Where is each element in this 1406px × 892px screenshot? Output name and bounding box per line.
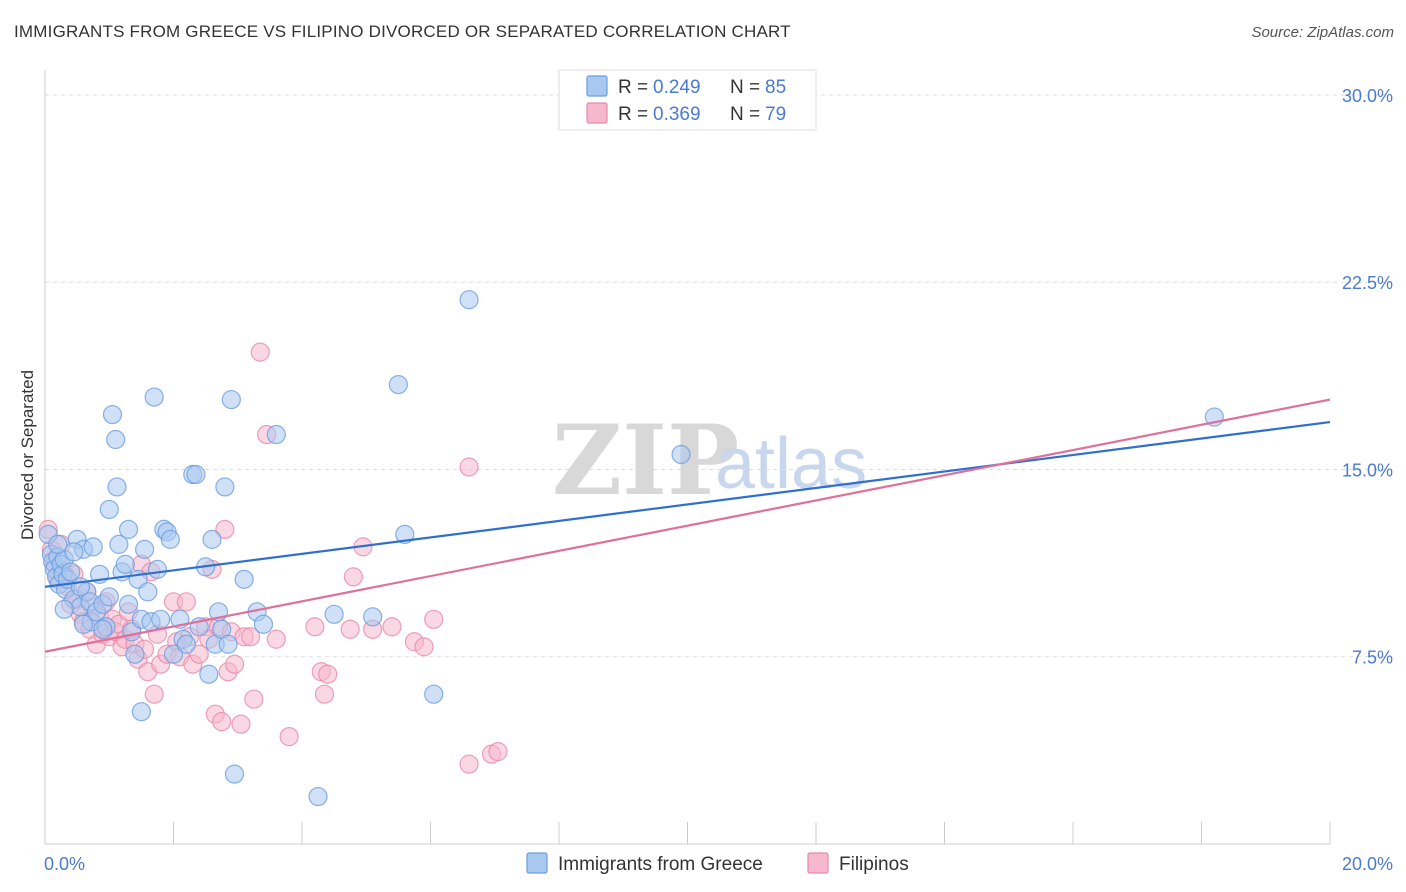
- greece-point: [131, 702, 151, 722]
- greece-point: [125, 644, 145, 664]
- greece-point: [215, 477, 235, 497]
- filipino-point: [224, 654, 245, 674]
- greece-point: [115, 554, 135, 574]
- series-legend-swatch-filipino: [807, 852, 829, 874]
- greece-point: [160, 529, 180, 549]
- x-tick-label-max: 20.0%: [1342, 854, 1393, 874]
- greece-point: [363, 607, 383, 627]
- greece-point: [138, 582, 158, 602]
- y-tick-label: 15.0%: [1342, 460, 1393, 480]
- greece-point: [118, 519, 139, 540]
- greece-point: [48, 534, 68, 554]
- greece-point: [107, 477, 127, 497]
- greece-point: [388, 374, 408, 395]
- filipino-point: [343, 567, 363, 587]
- filipino-trend-line: [44, 398, 1331, 653]
- greece-point: [266, 424, 286, 445]
- filipino-point: [176, 592, 196, 612]
- x-tick-marks: [44, 822, 1331, 844]
- greece-point: [324, 604, 344, 624]
- x-tick-label-min: 0.0%: [44, 854, 85, 874]
- y-tick-label: 30.0%: [1342, 86, 1393, 106]
- legend-n-label-filipino: N =: [730, 104, 760, 125]
- greece-point: [202, 529, 222, 549]
- greece-point: [134, 539, 155, 559]
- y-axis-label: Divorced or Separated: [18, 370, 37, 540]
- filipino-point: [459, 457, 479, 477]
- chart-title: IMMIGRANTS FROM GREECE VS FILIPINO DIVOR…: [14, 22, 791, 41]
- greece-point: [218, 634, 238, 654]
- filipino-point: [189, 644, 209, 664]
- legend-n-value-filipino: 79: [765, 104, 786, 125]
- greece-point: [99, 499, 119, 520]
- greece-point: [102, 404, 123, 425]
- greece-point: [73, 614, 94, 634]
- greece-point: [163, 644, 184, 664]
- filipino-point: [266, 629, 286, 649]
- filipino-point: [305, 617, 325, 637]
- correlation-legend: R = 0.249 N = 85 R = 0.369 N = 79: [558, 69, 817, 131]
- greece-point: [106, 429, 126, 450]
- greece-point: [176, 634, 196, 654]
- filipino-point: [314, 684, 335, 704]
- filipino-point: [414, 637, 434, 657]
- y-tick-label: 7.5%: [1352, 648, 1393, 668]
- series-legend-label-filipino: Filipinos: [839, 854, 909, 875]
- legend-n-value-greece: 85: [765, 77, 786, 98]
- source-credit: Source: ZipAtlas.com: [1251, 24, 1394, 41]
- greece-point: [147, 559, 168, 579]
- greece-point: [99, 587, 119, 607]
- greece-point: [93, 619, 113, 639]
- greece-point: [199, 664, 219, 684]
- greece-point: [395, 524, 415, 545]
- greece-point: [671, 444, 691, 465]
- greece-point: [308, 786, 328, 807]
- legend-r-label-greece: R =: [618, 77, 648, 98]
- filipino-point: [250, 342, 270, 362]
- greece-point: [253, 614, 274, 634]
- greece-point: [459, 290, 479, 310]
- y-tick-label: 22.5%: [1342, 273, 1393, 293]
- greece-point: [186, 464, 206, 485]
- greece-point: [109, 534, 129, 554]
- series-legend-label-greece: Immigrants from Greece: [558, 854, 763, 875]
- filipino-point: [144, 684, 164, 704]
- greece-point: [83, 537, 103, 557]
- greece-point: [221, 389, 241, 410]
- legend-swatch-filipino: [586, 102, 608, 124]
- filipino-point: [279, 727, 299, 747]
- greece-point: [118, 594, 139, 614]
- filipino-point: [231, 714, 251, 734]
- filipino-point: [215, 519, 235, 540]
- watermark-zip: ZIP: [552, 404, 739, 517]
- filipino-point: [488, 742, 508, 762]
- legend-r-label-filipino: R =: [618, 104, 648, 125]
- filipino-point: [212, 712, 232, 732]
- filipino-point: [382, 617, 402, 637]
- greece-point: [224, 764, 245, 784]
- greece-trend-line: [44, 420, 1331, 588]
- filipino-point: [318, 664, 338, 684]
- greece-point: [234, 569, 254, 589]
- greece-point: [144, 387, 164, 407]
- y-tick-labels: 7.5% 15.0% 22.5% 30.0%: [1342, 86, 1393, 668]
- filipino-point: [424, 609, 444, 629]
- greece-point: [424, 684, 444, 704]
- greece-point: [64, 542, 84, 562]
- greece-point: [151, 609, 171, 629]
- series-legend: Immigrants from Greece Filipinos: [526, 852, 909, 875]
- legend-n-label-greece: N =: [730, 77, 760, 98]
- legend-r-value-greece: 0.249: [653, 77, 701, 98]
- legend-swatch-greece: [586, 75, 608, 97]
- filipino-point: [244, 689, 264, 709]
- filipino-point: [459, 754, 479, 774]
- filipino-point: [340, 619, 360, 639]
- filipino-point: [241, 627, 261, 647]
- legend-r-value-filipino: 0.369: [653, 104, 701, 125]
- series-legend-swatch-greece: [526, 852, 548, 874]
- greece-point: [61, 562, 81, 582]
- greece-point: [54, 599, 74, 619]
